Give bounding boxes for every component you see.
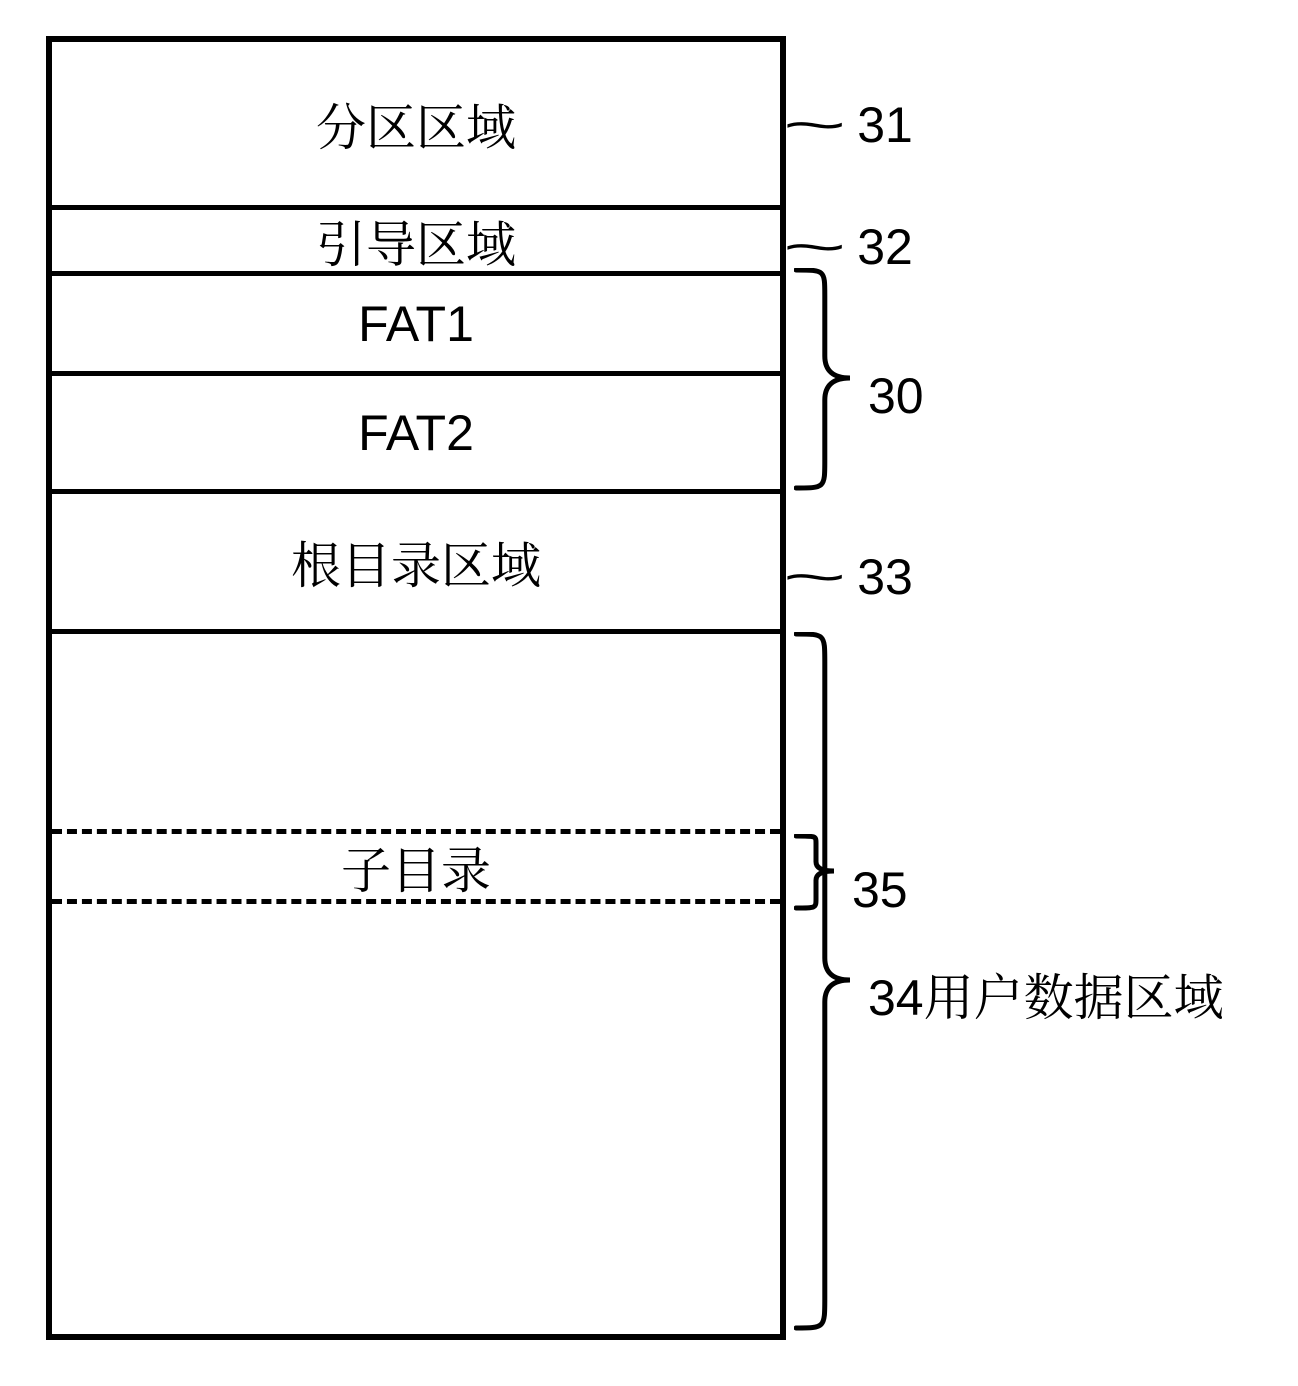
row-boot: 引导区域 — [52, 210, 780, 276]
tilde-icon: ~ — [782, 548, 846, 606]
brace-label-35: 35 — [852, 850, 908, 922]
row-fat2: FAT2 — [52, 376, 780, 494]
row-label-partition: 分区区域 — [316, 88, 516, 160]
row-subdir: 子目录 — [52, 834, 780, 904]
brace-number-34: 34 — [868, 970, 924, 1026]
row-userdata-bot — [52, 904, 780, 1334]
callout-number-31: 31 — [857, 96, 913, 154]
row-fat1: FAT1 — [52, 276, 780, 376]
callout-number-33: 33 — [857, 548, 913, 606]
row-label-subdir: 子目录 — [341, 831, 491, 903]
row-partition: 分区区域 — [52, 42, 780, 210]
brace-34 — [794, 632, 860, 1332]
brace-label-30: 30 — [868, 356, 924, 428]
brace-extra-34: 用户数据区域 — [924, 958, 1224, 1030]
callout-31: ~31 — [800, 96, 913, 154]
row-label-fat1: FAT1 — [358, 295, 474, 353]
brace-label-34: 34用户数据区域 — [868, 958, 1224, 1030]
tilde-icon: ~ — [782, 96, 846, 154]
row-userdata-top — [52, 634, 780, 834]
row-label-fat2: FAT2 — [358, 404, 474, 462]
brace-number-30: 30 — [868, 368, 924, 424]
row-label-rootdir: 根目录区域 — [291, 526, 541, 598]
callout-number-32: 32 — [857, 218, 913, 276]
row-label-boot: 引导区域 — [316, 205, 516, 277]
callout-33: ~33 — [800, 548, 913, 606]
brace-number-35: 35 — [852, 862, 908, 918]
brace-30 — [794, 268, 860, 492]
diagram-canvas: 分区区域引导区域FAT1FAT2根目录区域子目录~31~32~33303534用… — [0, 0, 1298, 1386]
layout-table: 分区区域引导区域 FAT1 FAT2 根目录区域子目录 — [46, 36, 786, 1340]
row-rootdir: 根目录区域 — [52, 494, 780, 634]
